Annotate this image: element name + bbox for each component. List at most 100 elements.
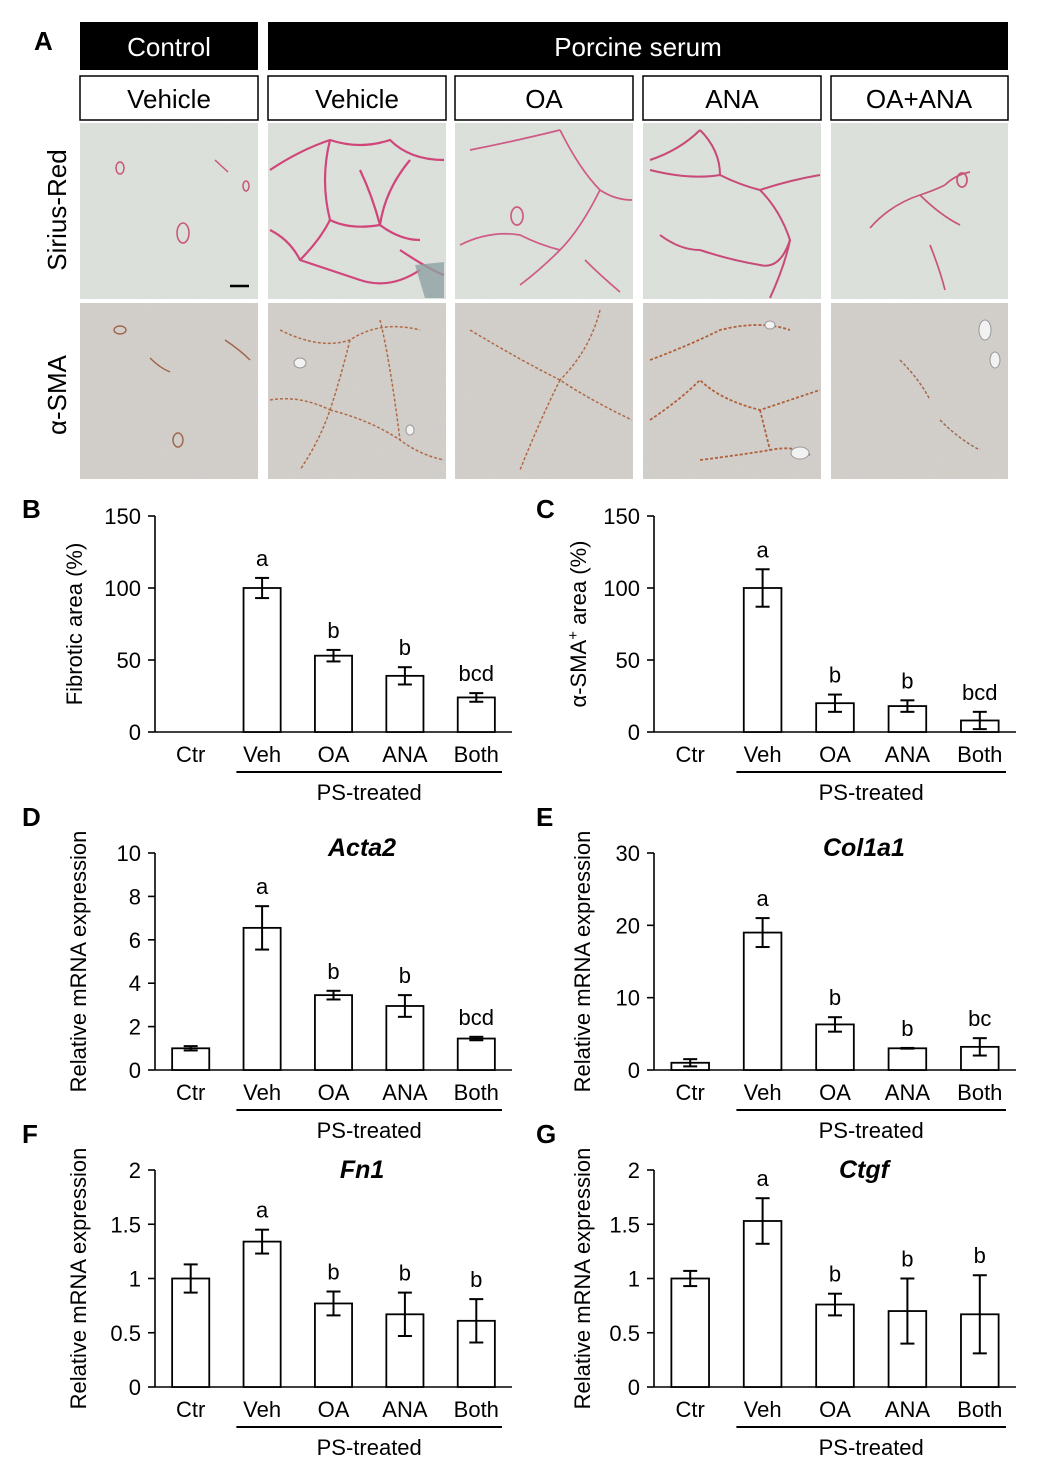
bar-ctr: Ctr [171, 1263, 211, 1422]
significance-label: b [974, 1243, 986, 1268]
significance-label: bcd [459, 661, 494, 686]
sma-image-ps-vehicle [268, 303, 446, 479]
significance-label: a [256, 874, 269, 899]
significance-label: bcd [459, 1005, 494, 1030]
x-tick-label: ANA [885, 1080, 931, 1105]
significance-label: b [327, 1260, 339, 1285]
significance-label: a [756, 886, 769, 911]
chart-title: Ctgf [839, 1156, 892, 1184]
bar-veh: a Veh [742, 537, 783, 767]
y-axis-label: α-SMA+ area (%) [565, 541, 591, 708]
sirius-red-image-oa [455, 123, 633, 299]
x-tick-label: Ctr [176, 742, 205, 767]
bar-both: bcd Both [957, 680, 1002, 767]
bar [742, 1220, 783, 1388]
x-tick-label: Ctr [676, 742, 705, 767]
sma-image-ana [643, 303, 821, 479]
x-tick-label: Ctr [176, 1397, 205, 1422]
y-axis-label: Relative mRNA expression [66, 1148, 91, 1410]
x-tick-label: ANA [382, 1397, 428, 1422]
bar-ctr: Ctr [676, 742, 705, 767]
significance-label: bc [968, 1006, 991, 1031]
panel-letter-a: A [34, 26, 53, 56]
significance-label: b [399, 635, 411, 660]
panel-letter-f: F [22, 1119, 38, 1149]
sma-image-oa [455, 303, 633, 479]
x-tick-label: Both [454, 1397, 499, 1422]
x-tick-label: Veh [243, 1397, 281, 1422]
y-tick-label: 30 [616, 841, 640, 866]
column-header-2: OA [454, 75, 634, 121]
x-tick-label: Both [454, 1080, 499, 1105]
bar-both: bcd Both [454, 1005, 499, 1105]
bar-oa: b OA [314, 618, 353, 767]
bar-ana: b ANA [382, 635, 428, 767]
y-tick-label: 10 [117, 841, 141, 866]
chart-panel-d: D 0 2 4 6 8 10 Relative mRNA expression Acta2 Ctr… [22, 802, 512, 1143]
bar-veh: a Veh [242, 1198, 282, 1422]
significance-label: a [256, 546, 269, 571]
panel-letter-d: D [22, 802, 41, 832]
bar-ctr: Ctr [670, 1269, 710, 1422]
bar-veh: a Veh [742, 886, 783, 1105]
bar [242, 1240, 282, 1388]
column-label-vehicle-control: Vehicle [127, 84, 211, 114]
significance-label: b [829, 985, 841, 1010]
sirius-red-image-control-vehicle [80, 123, 258, 299]
bar-ctr: Ctr [670, 1058, 710, 1105]
column-header-1: Vehicle [267, 75, 447, 121]
significance-label: b [901, 668, 913, 693]
group-label: PS-treated [819, 780, 924, 805]
bar-ana: b ANA [885, 1016, 931, 1105]
significance-label: a [756, 1166, 769, 1191]
sirius-red-image-ana [643, 123, 821, 299]
bar-veh: a Veh [242, 874, 282, 1105]
bar-veh: a Veh [242, 546, 282, 767]
group-label: PS-treated [317, 1118, 422, 1143]
y-axis-label-suffix: area (%) [566, 541, 591, 631]
bar [887, 1047, 928, 1071]
x-tick-label: Veh [243, 742, 281, 767]
bar [456, 1037, 496, 1071]
bar-oa: b OA [314, 959, 353, 1105]
x-tick-label: OA [819, 1080, 851, 1105]
y-axis-label-text: Relative mRNA expression [570, 831, 595, 1093]
porcine-serum-header: Porcine serum [554, 32, 722, 62]
bar [314, 654, 353, 733]
y-tick-label: 0 [129, 1375, 141, 1400]
significance-label: bcd [962, 680, 997, 705]
significance-label: b [399, 1261, 411, 1286]
bar-ctr: Ctr [176, 742, 205, 767]
bar-ctr: Ctr [171, 1045, 211, 1105]
y-tick-label: 100 [603, 576, 640, 601]
bar-ana: b ANA [885, 668, 931, 767]
y-axis-label-superscript: + [565, 631, 582, 640]
x-tick-label: Veh [744, 742, 782, 767]
y-tick-label: 1.5 [609, 1212, 640, 1237]
column-label-vehicle-ps: Vehicle [315, 84, 399, 114]
y-tick-label: 1.5 [110, 1212, 141, 1237]
chart-panel-e: E 0 10 20 30 Relative mRNA expression Col1a1 Ct… [536, 802, 1016, 1143]
significance-label: b [901, 1247, 913, 1272]
bar-both: b Both [454, 1267, 499, 1422]
porcine-serum-header-bar [268, 22, 1008, 70]
control-header-bar [80, 22, 258, 70]
column-label-oa-ana: OA+ANA [866, 84, 973, 114]
column-header-4: OA+ANA [830, 75, 1009, 121]
y-axis-label-text: α-SMA [566, 639, 591, 707]
bar-ana: b ANA [382, 1261, 428, 1422]
bar [171, 1047, 211, 1071]
sirius-red-image-ps-vehicle [268, 123, 446, 299]
y-axis-label: Relative mRNA expression [570, 1148, 595, 1410]
bar-oa: b OA [815, 1262, 855, 1422]
x-tick-label: OA [318, 1397, 350, 1422]
group-label: PS-treated [819, 1118, 924, 1143]
bar [242, 926, 282, 1071]
significance-label: b [327, 959, 339, 984]
y-tick-label: 50 [117, 648, 141, 673]
x-tick-label: ANA [382, 1080, 428, 1105]
x-tick-label: OA [819, 742, 851, 767]
